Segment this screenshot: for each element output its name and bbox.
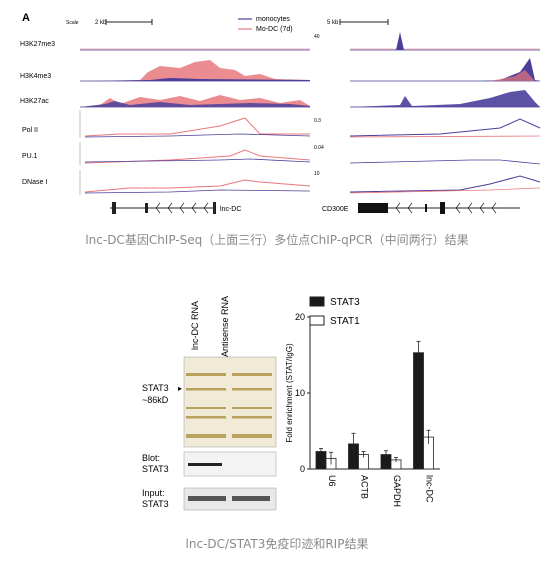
gene-label-right: CD300E — [322, 206, 349, 213]
scale-bar-right-label: 5 kb — [327, 20, 339, 26]
track-label-pu1: PU.1 — [22, 153, 38, 160]
blot-label-1: Blot: — [142, 453, 160, 463]
bar-chart-svg: 0 10 20 Fold enrichment (STAT/IgG) U6 ACTB GAP… — [285, 296, 440, 507]
marker-size: ~86kD — [142, 395, 169, 405]
category-label: lnc-DC — [425, 475, 435, 503]
track-label-h3k27me3: H3K27me3 — [20, 41, 55, 48]
track-label-dnase: DNase I — [22, 179, 47, 186]
legend-swatch-stat1 — [309, 315, 325, 326]
category-label: GAPDH — [392, 475, 402, 507]
track-label-h3k27ac: H3K27ac — [20, 98, 49, 105]
y-tick-label: 10 — [295, 388, 305, 398]
pol2-track — [79, 110, 541, 138]
blot-label-2: STAT3 — [142, 464, 169, 474]
scale-bar-left-label: 2 kb — [95, 20, 107, 26]
y-tick-label: 20 — [295, 312, 305, 322]
right-scale-pu1: 0.04 — [314, 145, 324, 151]
chip-seq-figure: A Scale 2 kb 5 kb monocytes Mo-DC (7d) H… — [20, 10, 550, 228]
category-label: ACTB — [360, 475, 370, 499]
svg-text:▸: ▸ — [178, 384, 182, 393]
col-label-antisense: Antisense RNA — [220, 296, 230, 357]
legend-modc: Mo-DC (7d) — [256, 26, 293, 33]
track-label-h3k4me3: H3K4me3 — [20, 73, 51, 80]
rip-bar-chart: 0 10 20 Fold enrichment (STAT/IgG) U6 ACTB GAP… — [280, 285, 445, 525]
input-stat3 — [183, 487, 277, 511]
h3k27ac-right-peak — [350, 90, 540, 107]
scale-label: Scale — [66, 20, 79, 26]
caption-top: lnc-DC基因ChIP-Seq（上面三行）多位点ChIP-qPCR（中间两行）… — [85, 233, 469, 247]
h3k4me3-left-modc — [80, 60, 310, 81]
caption-bottom: lnc-DC/STAT3免疫印迹和RIP结果 — [185, 537, 369, 551]
western-blot: lnc-DC RNA Antisense RNA STAT3 ▸ ~86kD B… — [140, 295, 280, 525]
panel-label: A — [22, 12, 30, 24]
category-label: U6 — [327, 475, 337, 487]
gel-silver — [183, 356, 277, 448]
gene-model-left — [110, 202, 216, 214]
input-label-2: STAT3 — [142, 499, 169, 509]
legend-monocytes: monocytes — [256, 16, 290, 23]
legend-label-stat1: STAT1 — [330, 316, 360, 327]
col-label-lnc-dc: lnc-DC RNA — [190, 301, 200, 350]
legend-label-stat3: STAT3 — [330, 297, 360, 308]
y-tick-label: 0 — [300, 464, 305, 474]
gene-model-right — [358, 202, 520, 214]
y-axis-label: Fold enrichment (STAT/IgG) — [285, 343, 294, 443]
right-scale-pol2: 0.3 — [314, 118, 321, 124]
bar-stat3 — [413, 352, 424, 470]
input-label-1: Input: — [142, 488, 165, 498]
right-scale-dnase: 10 — [314, 171, 320, 177]
right-scale-h3k27me3: 40 — [314, 34, 320, 40]
dnase-track — [79, 170, 541, 195]
h3k27me3-right-peak — [390, 32, 410, 50]
marker-label: STAT3 — [142, 383, 169, 393]
pu1-track — [79, 142, 541, 165]
legend-swatch-stat3 — [309, 296, 325, 307]
gene-label-left: lnc-DC — [220, 206, 241, 213]
track-label-pol2: Pol II — [22, 127, 38, 134]
